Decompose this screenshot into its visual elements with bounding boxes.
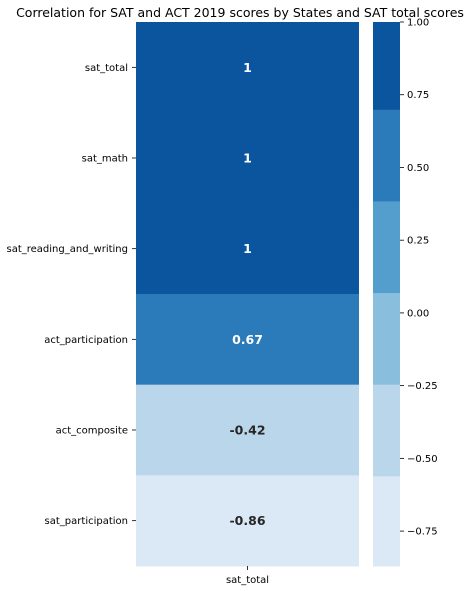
colorbar-tick-label: 0.75 (407, 90, 429, 101)
colorbar-segment (373, 475, 400, 567)
heatmap-cell (136, 203, 359, 295)
colorbar-tick-label: −0.75 (407, 527, 438, 538)
chart-title: Correlation for SAT and ACT 2019 scores … (16, 5, 464, 20)
colorbar-tick-label: −0.50 (407, 454, 438, 465)
colorbar-segment (373, 384, 400, 477)
heatmap-cell (136, 475, 359, 567)
colorbar-tick-label: −0.25 (407, 381, 438, 392)
colorbar-segment (373, 109, 400, 202)
heatmap-cells (136, 22, 359, 567)
colorbar-segment (373, 292, 400, 385)
cell-annotation: 1 (243, 241, 252, 256)
y-tick-label: sat_total (85, 63, 128, 74)
colorbar-tick-label: 0.00 (407, 308, 429, 319)
y-tick-label: sat_math (82, 154, 128, 165)
colorbar-segment (373, 200, 400, 294)
y-tick-label: act_participation (44, 335, 128, 346)
colorbar-segment (373, 22, 400, 110)
x-tick-label: sat_total (226, 575, 269, 586)
colorbar (373, 22, 400, 567)
cell-annotation: -0.42 (229, 423, 265, 438)
heatmap-cell (136, 384, 359, 476)
cell-annotation: -0.86 (229, 513, 265, 528)
y-tick-label: sat_participation (45, 516, 128, 527)
cell-annotation: 1 (243, 151, 252, 166)
y-tick-labels: sat_total sat_math sat_reading_and_writing… (6, 63, 136, 527)
x-tick-labels: sat_total (226, 566, 269, 586)
colorbar-tick-label: 0.50 (407, 163, 429, 174)
cell-annotation: 0.67 (232, 332, 263, 347)
cell-annotation: 1 (243, 60, 252, 75)
heatmap-cell (136, 294, 359, 386)
y-tick-label: act_composite (56, 426, 128, 437)
heatmap-annotations: 1 1 1 0.67 -0.42 -0.86 (229, 60, 265, 528)
heatmap-cell (136, 22, 359, 114)
colorbar-tick-label: 0.25 (407, 236, 429, 247)
colorbar-ticks: 1.00 0.75 0.50 0.25 0.00 −0.25 −0.50 −0.75 (400, 18, 438, 538)
y-tick-label: sat_reading_and_writing (6, 244, 128, 255)
heatmap-cell (136, 112, 359, 204)
colorbar-tick-label: 1.00 (407, 18, 429, 29)
